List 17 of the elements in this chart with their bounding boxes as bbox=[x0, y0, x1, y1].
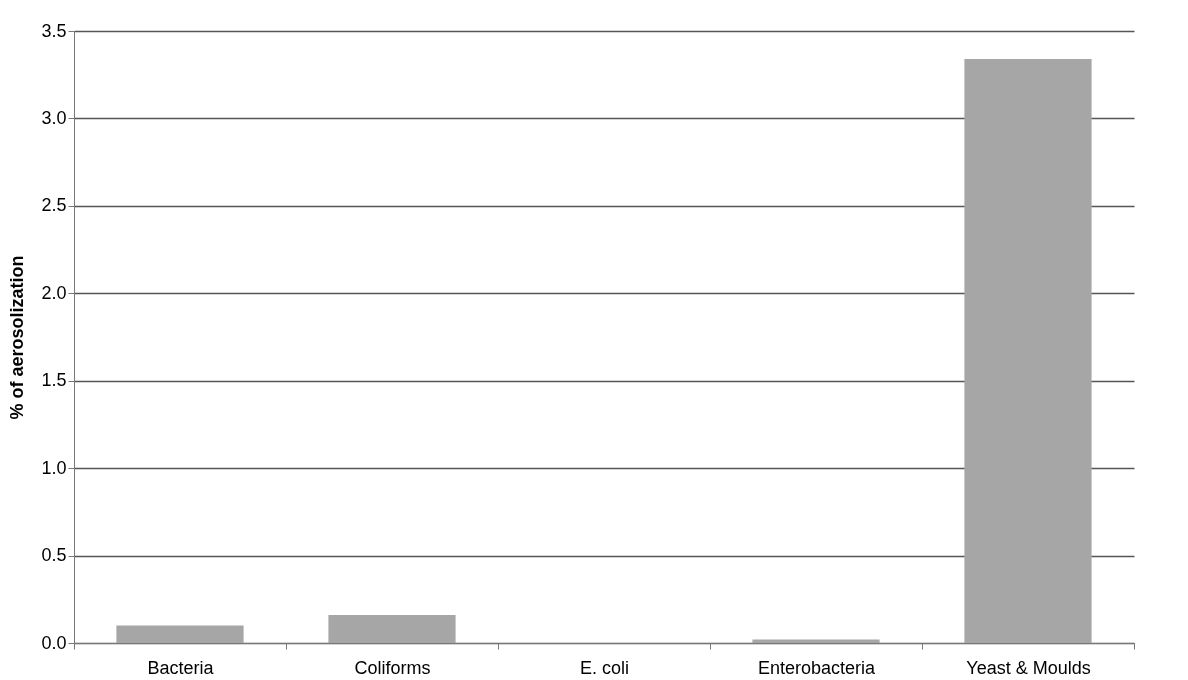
x-tick-label: Yeast & Moulds bbox=[966, 657, 1091, 678]
y-tick-label: 1.5 bbox=[41, 370, 67, 391]
y-tick-label: 2.5 bbox=[41, 195, 67, 216]
y-tick-label: 0.0 bbox=[41, 632, 67, 653]
x-tick-label: Coliforms bbox=[354, 657, 431, 678]
x-tick-label: E. coli bbox=[579, 657, 630, 678]
bar bbox=[116, 625, 244, 643]
y-tick-label: 3.5 bbox=[41, 20, 67, 41]
y-tick-label: 2.0 bbox=[41, 282, 67, 303]
y-tick-label: 0.5 bbox=[41, 545, 67, 566]
y-tick-label: 1.0 bbox=[41, 457, 67, 478]
y-axis-title: % of aerosolization bbox=[7, 255, 28, 420]
y-tick-label: 3.0 bbox=[41, 107, 67, 128]
x-tick-label: Enterobacteria bbox=[757, 657, 877, 678]
bar bbox=[964, 58, 1092, 643]
bar bbox=[328, 615, 456, 643]
x-tick-label: Bacteria bbox=[147, 657, 215, 678]
